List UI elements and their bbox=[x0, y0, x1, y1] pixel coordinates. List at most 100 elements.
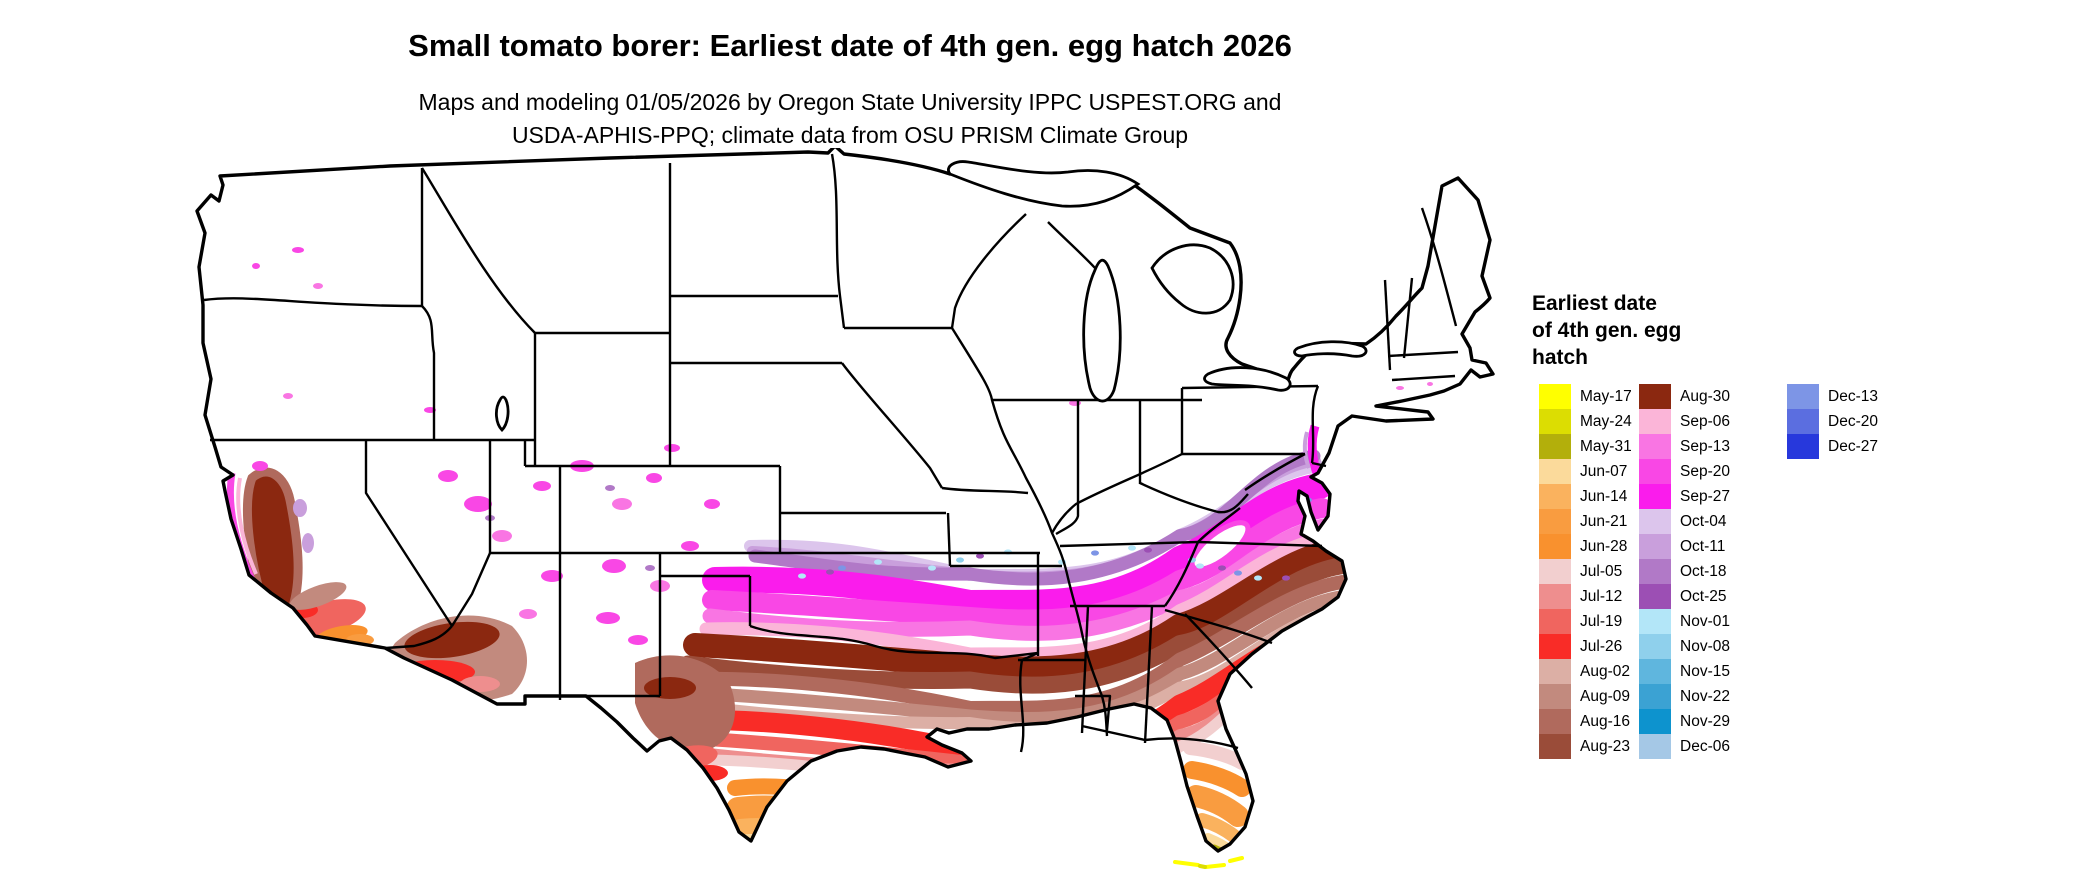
legend-swatch bbox=[1539, 484, 1571, 509]
legend-row: Dec-20 bbox=[1787, 409, 1878, 434]
legend-label: May-24 bbox=[1580, 412, 1632, 430]
legend-label: Sep-13 bbox=[1680, 437, 1730, 455]
legend-row: Oct-18 bbox=[1639, 559, 1730, 584]
legend-swatch bbox=[1639, 384, 1671, 409]
legend-row: Jun-07 bbox=[1539, 459, 1632, 484]
legend-swatch bbox=[1639, 634, 1671, 659]
legend-swatch bbox=[1639, 684, 1671, 709]
legend-row: Nov-29 bbox=[1639, 709, 1730, 734]
legend-row: Sep-06 bbox=[1639, 409, 1730, 434]
legend-label: Sep-20 bbox=[1680, 462, 1730, 480]
legend-label: Nov-08 bbox=[1680, 637, 1730, 655]
map-subtitle-line1: Maps and modeling 01/05/2026 by Oregon S… bbox=[418, 89, 1282, 115]
legend-label: Jul-12 bbox=[1580, 587, 1623, 605]
legend-label: Jun-14 bbox=[1580, 487, 1628, 505]
legend-row: Oct-25 bbox=[1639, 584, 1730, 609]
legend-label: Dec-13 bbox=[1828, 387, 1878, 405]
legend-row: May-24 bbox=[1539, 409, 1632, 434]
legend-label: Aug-30 bbox=[1680, 387, 1730, 405]
legend-label: Nov-29 bbox=[1680, 712, 1730, 730]
legend-title-line1: Earliest date bbox=[1532, 292, 1657, 315]
legend-swatch bbox=[1539, 534, 1571, 559]
legend-row: Jul-26 bbox=[1539, 634, 1632, 659]
legend-swatch bbox=[1539, 734, 1571, 759]
legend-swatch bbox=[1539, 684, 1571, 709]
us-map-svg bbox=[195, 144, 1495, 869]
legend-swatch bbox=[1639, 609, 1671, 634]
legend-row: Jun-21 bbox=[1539, 509, 1632, 534]
legend-swatch bbox=[1539, 709, 1571, 734]
legend-label: May-17 bbox=[1580, 387, 1632, 405]
legend-row: Jun-14 bbox=[1539, 484, 1632, 509]
legend-label: Aug-16 bbox=[1580, 712, 1630, 730]
legend-title-line3: hatch bbox=[1532, 346, 1589, 369]
legend-swatch bbox=[1639, 509, 1671, 534]
legend-swatch bbox=[1539, 659, 1571, 684]
legend-swatch bbox=[1639, 459, 1671, 484]
legend-label: Sep-27 bbox=[1680, 487, 1730, 505]
legend-label: Jun-21 bbox=[1580, 512, 1628, 530]
legend-row: Oct-04 bbox=[1639, 509, 1730, 534]
legend-column-3: Dec-13 Dec-20 Dec-27 bbox=[1787, 384, 1878, 459]
legend-label: Sep-06 bbox=[1680, 412, 1730, 430]
legend-label: Aug-09 bbox=[1580, 687, 1630, 705]
legend-swatch bbox=[1639, 434, 1671, 459]
legend-row: Aug-09 bbox=[1539, 684, 1632, 709]
legend-swatch bbox=[1539, 584, 1571, 609]
legend-swatch bbox=[1539, 509, 1571, 534]
legend-row: Sep-27 bbox=[1639, 484, 1730, 509]
legend-swatch bbox=[1539, 434, 1571, 459]
legend-row: Oct-11 bbox=[1639, 534, 1730, 559]
legend-label: Jul-19 bbox=[1580, 612, 1623, 630]
legend-swatch bbox=[1539, 409, 1571, 434]
legend-row: Sep-13 bbox=[1639, 434, 1730, 459]
legend-row: Aug-02 bbox=[1539, 659, 1632, 684]
legend-label: Aug-23 bbox=[1580, 737, 1630, 755]
legend-swatch bbox=[1539, 634, 1571, 659]
legend-row: Nov-22 bbox=[1639, 684, 1730, 709]
legend-row: Nov-15 bbox=[1639, 659, 1730, 684]
legend-swatch bbox=[1639, 409, 1671, 434]
legend-label: Jun-07 bbox=[1580, 462, 1628, 480]
legend-row: Jul-12 bbox=[1539, 584, 1632, 609]
legend-title-line2: of 4th gen. egg bbox=[1532, 319, 1682, 342]
lakes bbox=[495, 160, 1368, 432]
legend-row: Dec-06 bbox=[1639, 734, 1730, 759]
legend-row: Aug-30 bbox=[1639, 384, 1730, 409]
legend-swatch bbox=[1787, 434, 1819, 459]
legend-swatch bbox=[1639, 584, 1671, 609]
map-title: Small tomato borer: Earliest date of 4th… bbox=[408, 28, 1292, 63]
legend-label: Dec-20 bbox=[1828, 412, 1878, 430]
florida-keys bbox=[1173, 856, 1244, 869]
legend-swatch bbox=[1639, 709, 1671, 734]
header: Small tomato borer: Earliest date of 4th… bbox=[0, 0, 1700, 152]
legend-label: Oct-25 bbox=[1680, 587, 1727, 605]
legend-label: Nov-15 bbox=[1680, 662, 1730, 680]
legend-row: Sep-20 bbox=[1639, 459, 1730, 484]
legend-label: Jul-05 bbox=[1580, 562, 1623, 580]
legend-label: Jul-26 bbox=[1580, 637, 1623, 655]
legend-label: Aug-02 bbox=[1580, 662, 1630, 680]
legend-label: May-31 bbox=[1580, 437, 1632, 455]
legend-row: Aug-23 bbox=[1539, 734, 1632, 759]
legend-row: Dec-13 bbox=[1787, 384, 1878, 409]
legend-swatch bbox=[1639, 534, 1671, 559]
legend-label: Oct-18 bbox=[1680, 562, 1727, 580]
legend-swatch bbox=[1539, 384, 1571, 409]
legend-row: Dec-27 bbox=[1787, 434, 1878, 459]
legend-row: Aug-16 bbox=[1539, 709, 1632, 734]
map-subtitle-line2: USDA-APHIS-PPQ; climate data from OSU PR… bbox=[511, 122, 1189, 148]
state-borders bbox=[203, 153, 1459, 753]
legend-swatch bbox=[1787, 384, 1819, 409]
map-raster bbox=[197, 146, 1493, 851]
legend-row: Jul-19 bbox=[1539, 609, 1632, 634]
legend-swatch bbox=[1539, 559, 1571, 584]
legend-label: Nov-01 bbox=[1680, 612, 1730, 630]
legend-label: Oct-11 bbox=[1680, 537, 1726, 555]
legend-swatch bbox=[1639, 484, 1671, 509]
legend-column-2: Aug-30 Sep-06 Sep-13 Sep-20 Sep-27 Oct-04 Oct-… bbox=[1639, 384, 1730, 759]
legend-label: Jun-28 bbox=[1580, 537, 1628, 555]
map-subtitle: Maps and modeling 01/05/2026 by Oregon S… bbox=[0, 86, 1700, 152]
legend-label: Dec-27 bbox=[1828, 437, 1878, 455]
legend-swatch bbox=[1539, 609, 1571, 634]
